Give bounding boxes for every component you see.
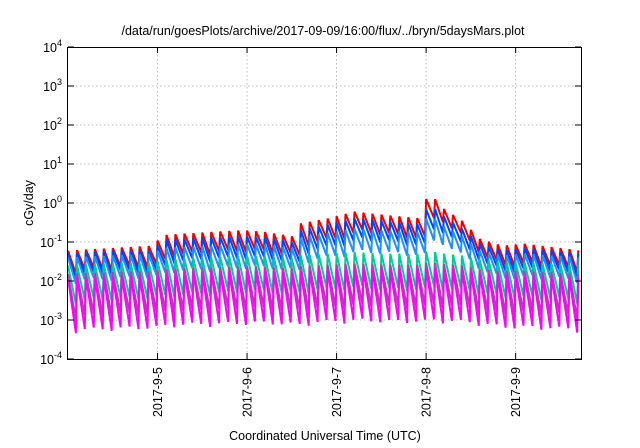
series-group	[68, 198, 580, 334]
series-line	[68, 267, 580, 334]
y-axis: 10-4 10-3 10-2 10-1 100 101 102 103 104	[40, 38, 581, 367]
y-tick-label: 10-1	[40, 233, 62, 250]
x-axis-label: Coordinated Universal Time (UTC)	[229, 429, 421, 443]
y-tick-label: 103	[43, 77, 62, 94]
x-tick-label: 2017-9-8	[420, 367, 434, 417]
x-tick-label: 2017-9-6	[241, 367, 255, 417]
x-axis: 2017-9-5 2017-9-6 2017-9-7 2017-9-8 2017-9-9	[151, 47, 523, 417]
plot-frame	[67, 47, 582, 360]
y-tick-label: 101	[43, 155, 62, 172]
y-axis-label: cGy/day	[22, 179, 36, 226]
x-tick-label: 2017-9-7	[330, 367, 344, 417]
y-tick-label: 10-4	[40, 350, 62, 367]
x-tick-label: 2017-9-9	[509, 367, 523, 417]
chart-title: /data/run/goesPlots/archive/2017-09-09/1…	[121, 24, 525, 38]
y-tick-label: 10-3	[40, 311, 62, 328]
y-tick-label: 100	[43, 194, 62, 211]
y-tick-label: 102	[43, 116, 62, 133]
y-tick-label: 104	[43, 38, 62, 55]
y-tick-label: 10-2	[40, 272, 62, 289]
x-tick-label: 2017-9-5	[151, 367, 165, 417]
